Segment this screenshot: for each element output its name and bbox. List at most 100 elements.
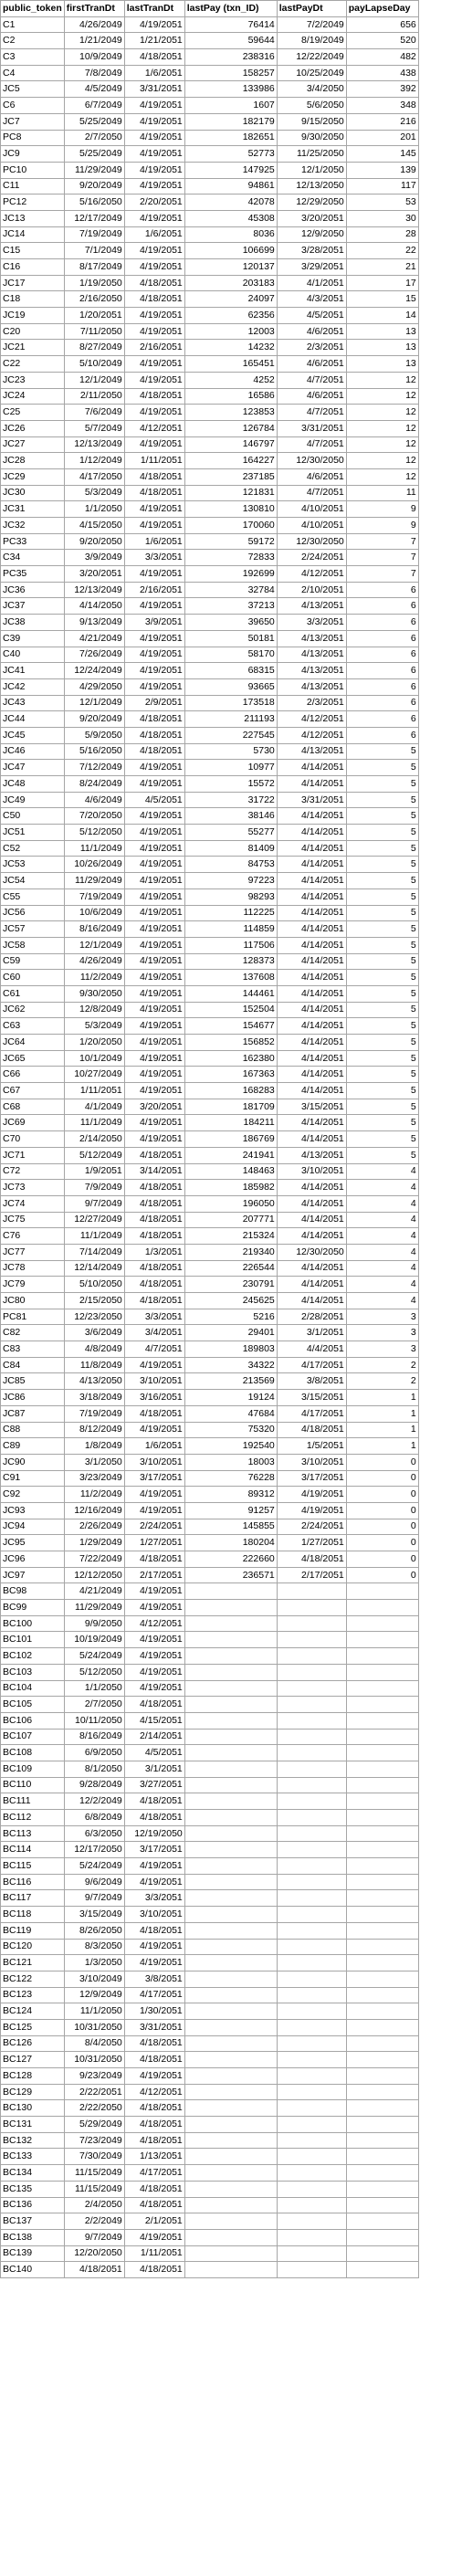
cell-public-token: C70: [0, 1130, 65, 1148]
cell-pay-lapse-day: 5: [345, 904, 419, 922]
cell-public-token: JC30: [0, 484, 65, 502]
cell-last-pay-dt: 4/6/2051: [276, 468, 347, 486]
table-row: PC8 2/7/2050 4/19/2051 182651 9/30/2050 201: [0, 129, 419, 147]
table-row: BC140 4/18/2051 4/18/2051: [0, 2261, 419, 2278]
table-row: BC101 10/19/2049 4/19/2051: [0, 1631, 419, 1649]
cell-last-pay-txn-id: 1607: [184, 97, 278, 114]
cell-pay-lapse-day: 1: [345, 1389, 419, 1406]
cell-last-pay-txn-id: [184, 2035, 278, 2053]
cell-last-tran-dt: 1/6/2051: [123, 226, 185, 244]
cell-last-pay-dt: 3/1/2051: [276, 1324, 347, 1342]
cell-pay-lapse-day: [345, 2228, 419, 2246]
cell-last-pay-txn-id: [184, 2083, 278, 2101]
table-row: BC99 11/29/2049 4/19/2051: [0, 1599, 419, 1616]
table-row: JC47 7/12/2049 4/19/2051 10977 4/14/2051 5: [0, 759, 419, 776]
cell-first-tran-dt: 7/1/2049: [63, 242, 125, 259]
cell-pay-lapse-day: 2: [345, 1356, 419, 1374]
cell-last-tran-dt: 4/18/2051: [123, 1921, 185, 1940]
cell-last-pay-dt: [276, 1906, 347, 1923]
cell-first-tran-dt: 1/12/2049: [63, 452, 125, 469]
cell-last-pay-dt: 4/14/2051: [276, 920, 347, 938]
cell-last-tran-dt: 4/19/2051: [123, 952, 185, 971]
cell-pay-lapse-day: [345, 1889, 419, 1908]
cell-public-token: JC43: [0, 694, 65, 712]
cell-last-pay-txn-id: 5730: [184, 742, 278, 761]
cell-public-token: JC56: [0, 904, 65, 922]
cell-public-token: JC97: [0, 1566, 65, 1584]
cell-first-tran-dt: 4/18/2051: [63, 2261, 125, 2278]
cell-last-tran-dt: 4/15/2051: [123, 1711, 185, 1730]
cell-last-pay-dt: 4/13/2051: [276, 662, 347, 679]
cell-last-tran-dt: 4/19/2051: [123, 759, 185, 776]
cell-pay-lapse-day: 7: [345, 565, 419, 583]
cell-pay-lapse-day: 7: [345, 532, 419, 551]
cell-first-tran-dt: 5/7/2049: [63, 419, 125, 437]
cell-last-tran-dt: 4/19/2051: [123, 904, 185, 922]
cell-last-tran-dt: 3/9/2051: [123, 614, 185, 631]
cell-last-pay-dt: 4/14/2051: [276, 936, 347, 954]
cell-last-tran-dt: 2/24/2051: [123, 1518, 185, 1536]
cell-last-pay-txn-id: 24097: [184, 290, 278, 309]
table-row: JC5 4/5/2049 3/31/2051 133986 3/4/2050 392: [0, 80, 419, 99]
cell-public-token: JC64: [0, 1034, 65, 1051]
cell-public-token: JC19: [0, 307, 65, 324]
cell-pay-lapse-day: [345, 2035, 419, 2053]
cell-first-tran-dt: 1/19/2050: [63, 274, 125, 292]
table-row: BC123 12/9/2049 4/17/2051: [0, 1986, 419, 2004]
cell-first-tran-dt: 11/2/2049: [63, 1486, 125, 1503]
cell-last-pay-dt: [276, 1631, 347, 1649]
cell-first-tran-dt: 5/29/2049: [63, 2116, 125, 2133]
cell-public-token: BC105: [0, 1696, 65, 1713]
cell-last-pay-txn-id: [184, 2196, 278, 2214]
cell-last-tran-dt: 4/18/2051: [123, 2035, 185, 2053]
cell-last-tran-dt: 3/27/2051: [123, 1776, 185, 1794]
cell-public-token: C18: [0, 290, 65, 309]
cell-first-tran-dt: 9/7/2049: [63, 1889, 125, 1908]
cell-last-pay-txn-id: [184, 1582, 278, 1601]
cell-public-token: BC118: [0, 1906, 65, 1923]
cell-last-pay-txn-id: [184, 1841, 278, 1859]
cell-last-tran-dt: 4/19/2051: [123, 1938, 185, 1956]
cell-last-tran-dt: 4/18/2051: [123, 1276, 185, 1293]
cell-pay-lapse-day: 0: [345, 1469, 419, 1488]
cell-last-tran-dt: 4/19/2051: [123, 565, 185, 583]
table-row: BC132 7/23/2049 4/18/2051: [0, 2131, 419, 2150]
table-row: C61 9/30/2050 4/19/2051 144461 4/14/2051 5: [0, 984, 419, 1003]
cell-first-tran-dt: 2/22/2051: [63, 2083, 125, 2101]
cell-first-tran-dt: 2/2/2049: [63, 2213, 125, 2230]
cell-first-tran-dt: 11/29/2049: [63, 872, 125, 889]
cell-last-pay-dt: 4/10/2051: [276, 500, 347, 518]
cell-last-pay-txn-id: 58170: [184, 646, 278, 664]
cell-last-tran-dt: 4/7/2051: [123, 1341, 185, 1358]
cell-last-tran-dt: 3/31/2051: [123, 80, 185, 99]
cell-pay-lapse-day: [345, 1954, 419, 1971]
cell-pay-lapse-day: 9: [345, 517, 419, 534]
cell-first-tran-dt: 12/12/2050: [63, 1566, 125, 1584]
cell-first-tran-dt: 1/3/2050: [63, 1954, 125, 1971]
cell-last-pay-dt: 4/13/2051: [276, 1146, 347, 1164]
cell-last-pay-dt: [276, 1793, 347, 1810]
cell-public-token: JC36: [0, 581, 65, 599]
cell-last-pay-dt: [276, 2148, 347, 2166]
cell-last-tran-dt: 4/19/2051: [123, 1663, 185, 1681]
cell-last-pay-dt: 4/14/2051: [276, 839, 347, 857]
cell-pay-lapse-day: 6: [345, 710, 419, 728]
cell-last-tran-dt: 3/31/2051: [123, 2018, 185, 2036]
cell-first-tran-dt: 12/16/2049: [63, 1501, 125, 1519]
cell-public-token: JC73: [0, 1179, 65, 1196]
cell-last-pay-dt: 4/18/2051: [276, 1551, 347, 1568]
cell-pay-lapse-day: [345, 1906, 419, 1923]
cell-last-tran-dt: 3/10/2051: [123, 1906, 185, 1923]
table-row: JC79 5/10/2050 4/18/2051 230791 4/14/2051 4: [0, 1276, 419, 1293]
cell-last-pay-txn-id: [184, 1793, 278, 1810]
cell-last-tran-dt: 4/19/2051: [123, 355, 185, 373]
cell-public-token: JC79: [0, 1276, 65, 1293]
cell-last-pay-dt: 4/14/2051: [276, 1114, 347, 1132]
table-row: C66 10/27/2049 4/19/2051 167363 4/14/2051 5: [0, 1066, 419, 1084]
cell-public-token: JC44: [0, 710, 65, 728]
cell-last-pay-dt: [276, 1776, 347, 1794]
cell-last-pay-txn-id: 8036: [184, 226, 278, 244]
cell-last-tran-dt: 4/19/2051: [123, 969, 185, 986]
cell-first-tran-dt: 2/22/2050: [63, 2099, 125, 2118]
cell-last-tran-dt: 4/19/2051: [123, 775, 185, 793]
